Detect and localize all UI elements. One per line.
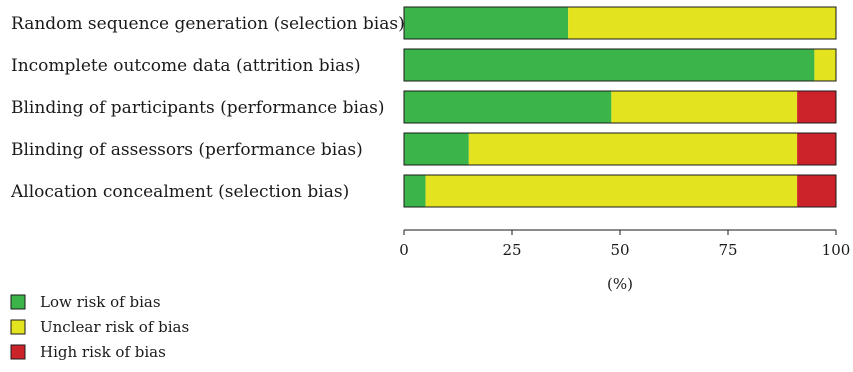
- legend-swatch: [11, 295, 25, 309]
- bars: [404, 7, 836, 207]
- x-tick-label: 50: [610, 241, 629, 259]
- bar-segment: [404, 133, 469, 165]
- x-tick-label: 0: [399, 241, 409, 259]
- legend-swatch: [11, 320, 25, 334]
- category-labels: Random sequence generation (selection bi…: [10, 14, 405, 202]
- bar-segment: [568, 7, 836, 39]
- bar-segment: [404, 175, 426, 207]
- x-ticks: 0 25 50 75 100: [399, 230, 850, 259]
- bar-segment: [814, 49, 836, 81]
- category-label: Blinding of assessors (performance bias): [11, 140, 363, 160]
- x-tick-label: 25: [502, 241, 521, 259]
- category-label: Allocation concealment (selection bias): [10, 182, 349, 202]
- bar-segment: [404, 49, 814, 81]
- bar-segment: [469, 133, 797, 165]
- x-axis-title: (%): [607, 275, 633, 293]
- legend-label: Unclear risk of bias: [40, 318, 189, 336]
- legend-swatch: [11, 345, 25, 359]
- x-tick-label: 100: [822, 241, 851, 259]
- category-label: Blinding of participants (performance bi…: [11, 98, 384, 118]
- bar-segment: [611, 91, 797, 123]
- category-label: Random sequence generation (selection bi…: [11, 14, 405, 34]
- bar-segment: [404, 91, 611, 123]
- legend-label: High risk of bias: [40, 343, 166, 361]
- category-label: Incomplete outcome data (attrition bias): [11, 56, 361, 76]
- bar-segment: [797, 91, 836, 123]
- legend: Low risk of bias Unclear risk of bias High…: [11, 293, 189, 361]
- bar-segment: [426, 175, 798, 207]
- bar-segment: [797, 175, 836, 207]
- x-tick-label: 75: [718, 241, 737, 259]
- legend-label: Low risk of bias: [40, 293, 161, 311]
- bar-segment: [797, 133, 836, 165]
- bar-segment: [404, 7, 568, 39]
